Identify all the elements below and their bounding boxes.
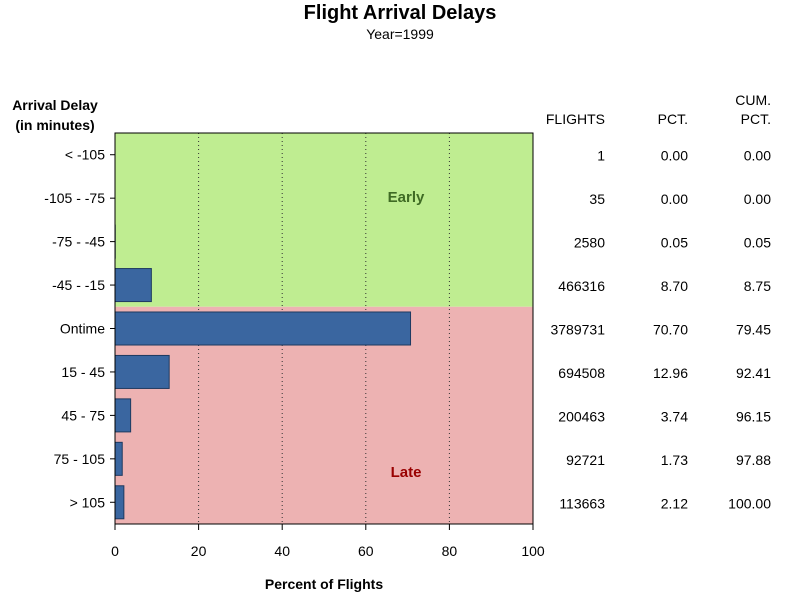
y-tick-label: Ontime (60, 321, 105, 337)
y-tick-label: < -105 (65, 147, 105, 163)
x-axis-label: Percent of Flights (264, 576, 384, 592)
x-tick-label: 0 (111, 543, 119, 559)
table-cell-cum-pct: 97.88 (736, 452, 771, 468)
bar (114, 311, 412, 346)
x-tick-label: 20 (191, 543, 207, 559)
table-cell-flights: 2580 (574, 235, 605, 251)
y-tick-label: 75 - 105 (54, 451, 106, 467)
table-cell-flights: 113663 (559, 495, 605, 511)
table-header-cum-pct: PCT. (741, 111, 771, 127)
table-cell-flights: 694508 (558, 365, 605, 381)
table-cell-flights: 35 (589, 191, 605, 207)
table-cell-flights: 466316 (558, 278, 605, 294)
table-header-flights: FLIGHTS (546, 111, 605, 127)
table-cell-flights: 1 (597, 148, 605, 164)
table-cell-flights: 92721 (566, 452, 605, 468)
table-cell-cum-pct: 0.00 (744, 148, 771, 164)
y-tick-label: -45 - -15 (52, 277, 105, 293)
table-cell-pct: 1.73 (661, 452, 688, 468)
x-tick-label: 100 (521, 543, 545, 559)
y-tick-label: -75 - -45 (52, 234, 105, 250)
bar (114, 268, 152, 303)
y-axis-label-line-1: Arrival Delay (12, 97, 98, 113)
chart-subtitle: Year=1999 (366, 26, 434, 42)
table-cell-pct: 0.05 (661, 235, 688, 251)
table-cell-cum-pct: 8.75 (744, 278, 771, 294)
bar (114, 485, 125, 520)
x-tick-label: 60 (358, 543, 374, 559)
table-cell-pct: 2.12 (661, 495, 688, 511)
table-cell-pct: 3.74 (661, 408, 688, 424)
table-cell-cum-pct: 92.41 (736, 365, 771, 381)
table-cell-pct: 70.70 (653, 322, 688, 338)
table-header-pct: PCT. (658, 111, 688, 127)
y-tick-label: 45 - 75 (61, 407, 105, 423)
table-cell-cum-pct: 0.05 (744, 235, 771, 251)
x-tick-label: 80 (442, 543, 458, 559)
table-cell-pct: 12.96 (653, 365, 688, 381)
table-cell-pct: 8.70 (661, 278, 688, 294)
table-cell-pct: 0.00 (661, 148, 688, 164)
table-cell-pct: 0.00 (661, 191, 688, 207)
table-cell-flights: 3789731 (550, 322, 605, 338)
table-cell-flights: 200463 (558, 408, 605, 424)
table-cell-cum-pct: 0.00 (744, 191, 771, 207)
table-header-cum-pct: CUM. (735, 92, 771, 108)
x-tick-label: 40 (274, 543, 290, 559)
region-label-late: Late (391, 464, 422, 481)
bar (114, 441, 123, 476)
region-early (115, 133, 533, 307)
y-tick-label: > 105 (70, 494, 106, 510)
region-label-early: Early (388, 189, 425, 206)
bar (114, 398, 132, 433)
table-cell-cum-pct: 79.45 (736, 322, 771, 338)
y-tick-label: 15 - 45 (61, 364, 105, 380)
table-cell-cum-pct: 96.15 (736, 408, 771, 424)
y-tick-label: -105 - -75 (44, 190, 105, 206)
y-axis-label-line-2: (in minutes) (15, 117, 95, 133)
chart-title: Flight Arrival Delays (303, 2, 497, 24)
table-cell-cum-pct: 100.00 (728, 495, 771, 511)
bar (114, 354, 170, 389)
